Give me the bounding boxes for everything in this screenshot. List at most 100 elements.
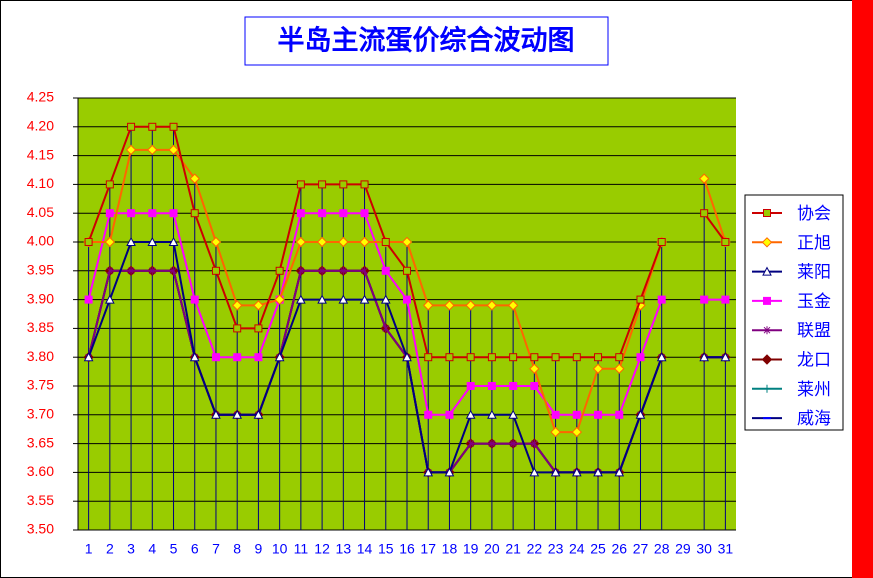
point [317,294,327,304]
point [636,295,645,304]
point [614,467,625,477]
point [488,439,496,448]
point [190,295,199,304]
point [657,238,666,246]
x-tick-label: 28 [654,541,670,557]
point [148,209,157,218]
x-tick-label: 21 [505,541,521,557]
x-tick-label: 16 [399,541,415,557]
point [296,294,306,304]
point [254,324,263,333]
point [274,352,285,362]
legend-marker [762,266,772,276]
series-line [87,241,663,474]
series-line [87,125,663,359]
point [614,363,625,374]
chart-title: 半岛主流蛋价综合波动图 [278,25,575,57]
x-tick-label: 14 [357,541,373,557]
x-tick-label: 7 [212,541,220,557]
point [211,266,220,275]
x-tick-label: 2 [106,541,114,557]
point [465,409,476,419]
legend-label: 莱阳 [797,263,831,283]
point [615,410,624,419]
legend-marker [763,296,771,305]
point [253,409,264,419]
point [360,209,369,218]
point [721,295,730,304]
y-tick-label: 3.55 [27,492,54,508]
point [700,295,709,304]
point [359,236,370,248]
legend-label: 联盟 [797,321,831,341]
point [551,353,560,362]
point [318,180,327,189]
point [381,238,390,246]
x-tick-label: 13 [336,541,352,557]
point [508,409,518,419]
point [105,294,115,304]
y-tick-label: 3.50 [27,521,54,537]
point [424,353,433,362]
point [487,353,496,362]
point [571,426,583,438]
point [83,352,94,362]
point [168,144,179,156]
legend-marker [761,354,773,365]
point [316,236,328,248]
y-tick-label: 3.90 [27,290,54,306]
y-tick-label: 3.80 [27,348,54,364]
series-line [703,212,727,243]
x-tick-label: 8 [233,541,241,557]
point [169,209,178,218]
point [231,300,243,311]
point [656,352,667,362]
point [381,266,390,275]
point [401,236,413,248]
x-tick-label: 23 [548,541,564,557]
point [720,352,731,362]
point [361,266,368,275]
legend-marker [763,326,771,335]
legend-marker [761,237,773,248]
point [592,363,604,374]
x-tick-label: 25 [590,541,606,557]
point [465,300,476,311]
point [423,300,434,311]
point [700,209,709,218]
title-box [244,16,609,66]
point [84,295,93,304]
x-tick-label: 9 [255,541,263,557]
point [104,236,116,248]
legend-marker [763,209,771,217]
point [233,324,242,333]
point [148,266,156,275]
x-tick-label: 26 [611,541,627,557]
point [127,122,136,131]
point [295,236,307,248]
point [507,300,519,311]
point [551,410,560,419]
x-tick-label: 30 [696,541,712,557]
point [189,173,200,184]
x-tick-label: 5 [170,541,178,557]
point [721,238,730,246]
legend-label: 协会 [797,204,831,224]
point [232,409,243,419]
x-tick-label: 27 [633,541,649,557]
point [571,467,582,477]
point [594,410,603,419]
x-tick-label: 20 [484,541,500,557]
x-tick-label: 22 [527,541,543,557]
point [530,382,539,390]
point [211,353,220,362]
x-tick-label: 31 [718,541,734,557]
y-tick-label: 4.10 [27,175,54,191]
point [147,144,158,156]
x-tick-label: 4 [148,541,156,557]
y-tick-label: 3.95 [27,262,54,278]
point [360,180,369,189]
point [318,209,327,218]
point [382,324,390,333]
series-line [703,178,727,243]
